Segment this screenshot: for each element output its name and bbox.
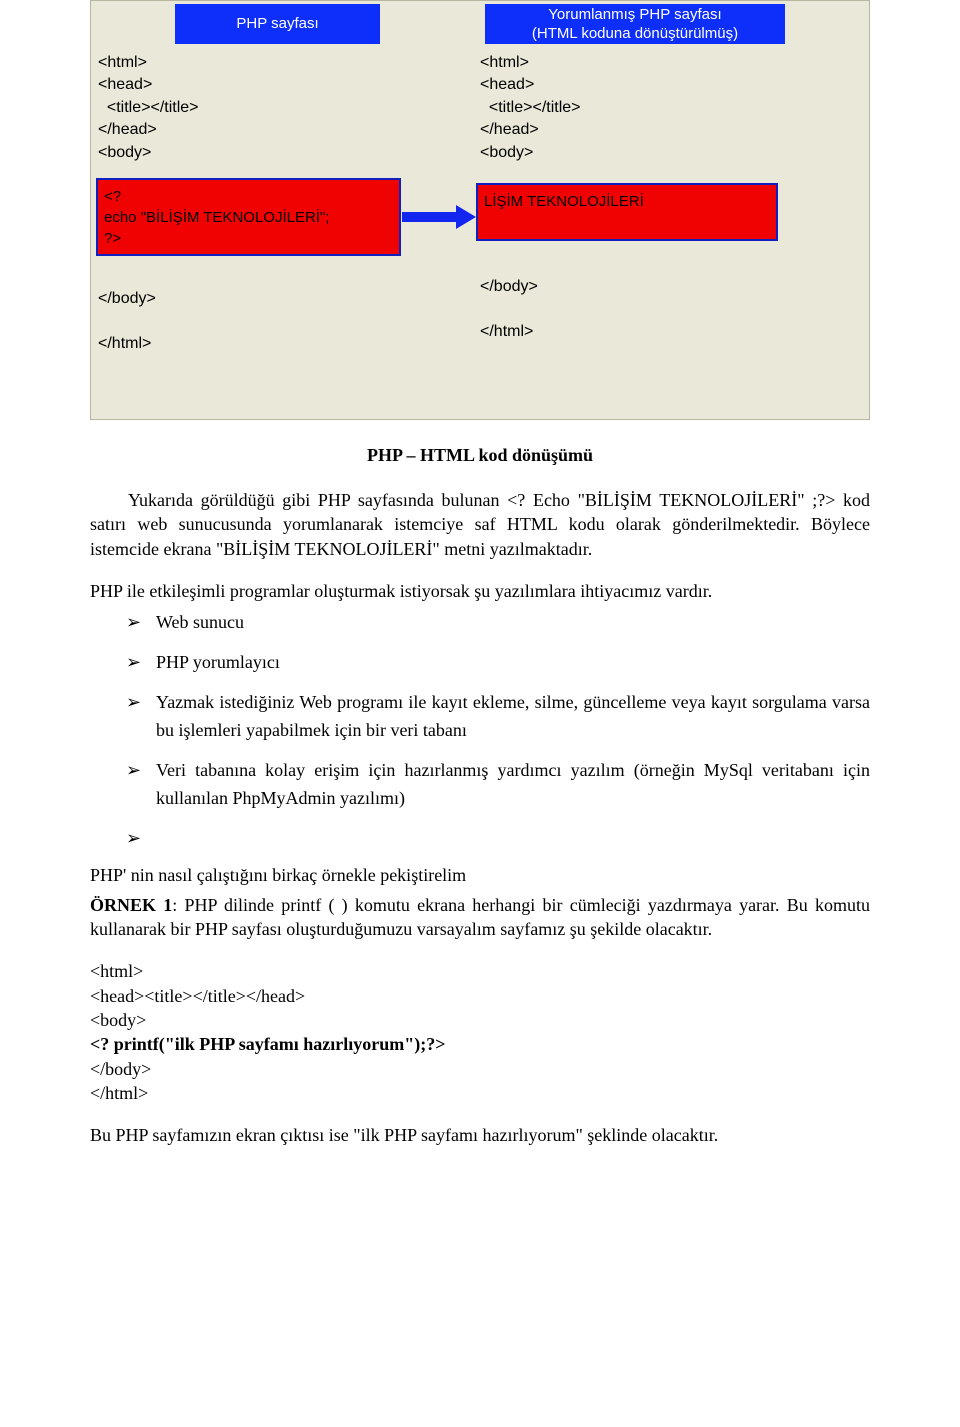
bullet-text: Web sunucu (156, 612, 244, 632)
list-item-empty (126, 825, 870, 843)
bullet-text: Yazmak istediğiniz Web programı ile kayı… (156, 692, 870, 740)
diagram-left-header: PHP sayfası (175, 4, 380, 44)
paragraph-1: Yukarıda görüldüğü gibi PHP sayfasında b… (90, 488, 870, 561)
list-item: Yazmak istediğiniz Web programı ile kayı… (126, 689, 870, 745)
bullet-text: PHP yorumlayıcı (156, 652, 280, 672)
paragraph-2: PHP ile etkileşimli programlar oluşturma… (90, 579, 870, 603)
list-item: PHP yorumlayıcı (126, 649, 870, 677)
diagram-right-header-line1: Yorumlanmış PHP sayfası (489, 6, 781, 25)
list-item: Web sunucu (126, 609, 870, 637)
code-line: <head><title></title></head> (90, 984, 870, 1008)
code-bottom-right: </body> </html> (480, 276, 538, 343)
document-content: PHP – HTML kod dönüşümü Yukarıda görüldü… (0, 445, 960, 1148)
arrow-icon (402, 205, 476, 229)
php-html-diagram: PHP sayfası Yorumlanmış PHP sayfası (HTM… (90, 0, 870, 420)
code-line: </html> (90, 1081, 870, 1105)
code-line: </body> (90, 1057, 870, 1081)
code-line-bold: <? printf("ilk PHP sayfamı hazırlıyorum"… (90, 1032, 870, 1056)
code-bottom-left: </body> </html> (98, 288, 156, 355)
example-text: : PHP dilinde printf ( ) komutu ekrana h… (90, 895, 870, 939)
code-line: <body> (90, 1008, 870, 1032)
example-label: ÖRNEK 1 (90, 895, 172, 915)
code-block: <html> <head><title></title></head> <bod… (90, 959, 870, 1105)
diagram-left-header-text: PHP sayfası (236, 15, 318, 34)
list-item: Veri tabanına kolay erişim için hazırlan… (126, 757, 870, 813)
red-box-right: LİŞİM TEKNOLOJİLERİ (476, 183, 778, 241)
bullet-list: Web sunucu PHP yorumlayıcı Yazmak istedi… (126, 609, 870, 842)
diagram-right-header: Yorumlanmış PHP sayfası (HTML koduna dön… (485, 4, 785, 44)
red-box-left: <? echo "BİLİŞİM TEKNOLOJİLERİ"; ?> (96, 178, 401, 256)
code-line: <html> (90, 959, 870, 983)
bullet-text: Veri tabanına kolay erişim için hazırlan… (156, 760, 870, 808)
code-top-left: <html> <head> <title></title> </head> <b… (98, 52, 199, 164)
paragraph-4: Bu PHP sayfamızın ekran çıktısı ise "ilk… (90, 1123, 870, 1147)
paragraph-3: PHP' nin nasıl çalıştığını birkaç örnekl… (90, 863, 870, 887)
figure-caption: PHP – HTML kod dönüşümü (90, 445, 870, 466)
diagram-right-header-line2: (HTML koduna dönüştürülmüş) (489, 25, 781, 44)
example-paragraph: ÖRNEK 1: PHP dilinde printf ( ) komutu e… (90, 893, 870, 942)
code-top-right: <html> <head> <title></title> </head> <b… (480, 52, 581, 164)
